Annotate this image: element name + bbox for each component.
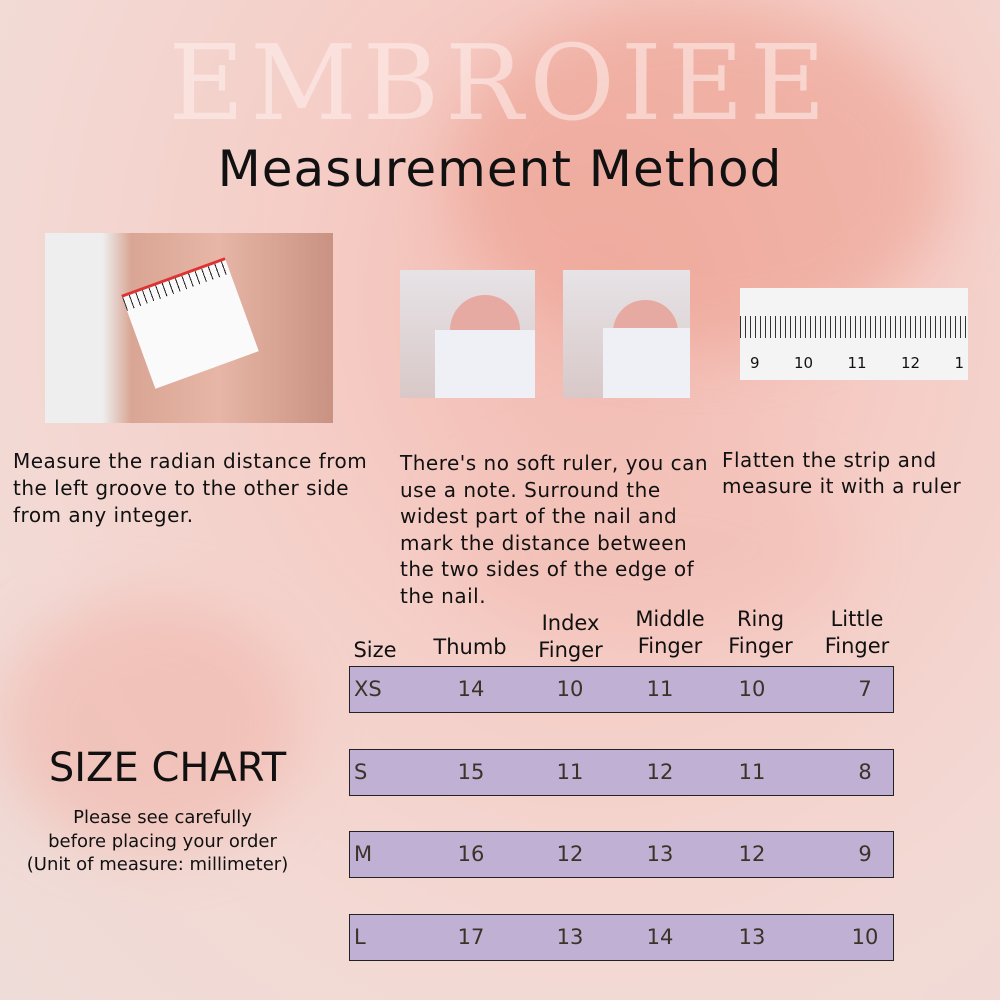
header-line: Little: [830, 607, 884, 631]
header-middle: Middle Finger: [625, 606, 715, 660]
table-cell: 17: [457, 925, 485, 949]
table-cell: 13: [646, 842, 674, 866]
page-title: Measurement Method: [217, 140, 783, 198]
table-cell: 10: [851, 925, 879, 949]
table-cell: 10: [556, 677, 584, 701]
step-3-caption: Flatten the strip and measure it with a …: [722, 448, 962, 498]
ruler-label: 9: [750, 354, 760, 372]
table-cell: 7: [858, 677, 872, 701]
table-cell: 14: [646, 925, 674, 949]
nail-note-photo-1: [400, 270, 535, 398]
size-chart-note: (Unit of measure: millimeter): [26, 854, 289, 875]
table-cell: 8: [858, 760, 872, 784]
size-chart-note: before placing your order: [48, 831, 277, 852]
header-line: Ring: [736, 607, 785, 631]
table-cell: 13: [556, 925, 584, 949]
size-chart-note: Please see carefully: [73, 807, 252, 828]
table-cell: 12: [556, 842, 584, 866]
header-little: Little Finger: [812, 606, 902, 660]
step-2-caption: There's no soft ruler, you can use a not…: [400, 451, 709, 608]
ruler-label: 11: [847, 354, 867, 372]
ruler-label: 10: [793, 354, 814, 372]
table-cell: M: [354, 842, 373, 866]
table-cell: 12: [738, 842, 766, 866]
header-line: Finger: [728, 634, 793, 658]
table-row: S 15 11 12 11 8: [349, 749, 894, 796]
table-cell: S: [354, 760, 368, 784]
header-index: Index Finger: [528, 610, 613, 664]
step-1-caption: Measure the radian distance from the lef…: [13, 449, 368, 527]
table-cell: 16: [457, 842, 485, 866]
ruler-label: 12: [900, 354, 921, 372]
brand-watermark: EMBROIEE: [168, 22, 832, 144]
header-line: Finger: [637, 634, 703, 658]
table-cell: 14: [457, 677, 485, 701]
table-cell: 13: [738, 925, 766, 949]
header-ring: Ring Finger: [718, 606, 803, 660]
ruler-photo: 9 10 11 12 1: [740, 288, 968, 380]
table-cell: 11: [556, 760, 584, 784]
table-cell: 11: [738, 760, 766, 784]
table-cell: XS: [354, 677, 382, 701]
header-thumb: Thumb: [433, 635, 507, 659]
header-line: Finger: [538, 638, 603, 662]
table-row: L 17 13 14 13 10: [349, 914, 894, 961]
table-cell: 11: [646, 677, 674, 701]
header-size: Size: [353, 638, 397, 662]
header-line: Middle: [635, 607, 705, 631]
thumb-tape-photo: [45, 233, 333, 423]
table-cell: 15: [457, 760, 485, 784]
nail-note-photo-2: [563, 270, 690, 398]
table-row: XS 14 10 11 10 7: [349, 666, 894, 713]
table-cell: 12: [646, 760, 674, 784]
table-row: M 16 12 13 12 9: [349, 831, 894, 878]
table-cell: L: [354, 925, 366, 949]
size-chart-title: SIZE CHART: [48, 745, 287, 791]
table-cell: 10: [738, 677, 766, 701]
ruler-label: 1: [954, 354, 964, 372]
header-line: Index: [541, 611, 600, 635]
table-cell: 9: [858, 842, 872, 866]
header-line: Finger: [824, 634, 890, 658]
